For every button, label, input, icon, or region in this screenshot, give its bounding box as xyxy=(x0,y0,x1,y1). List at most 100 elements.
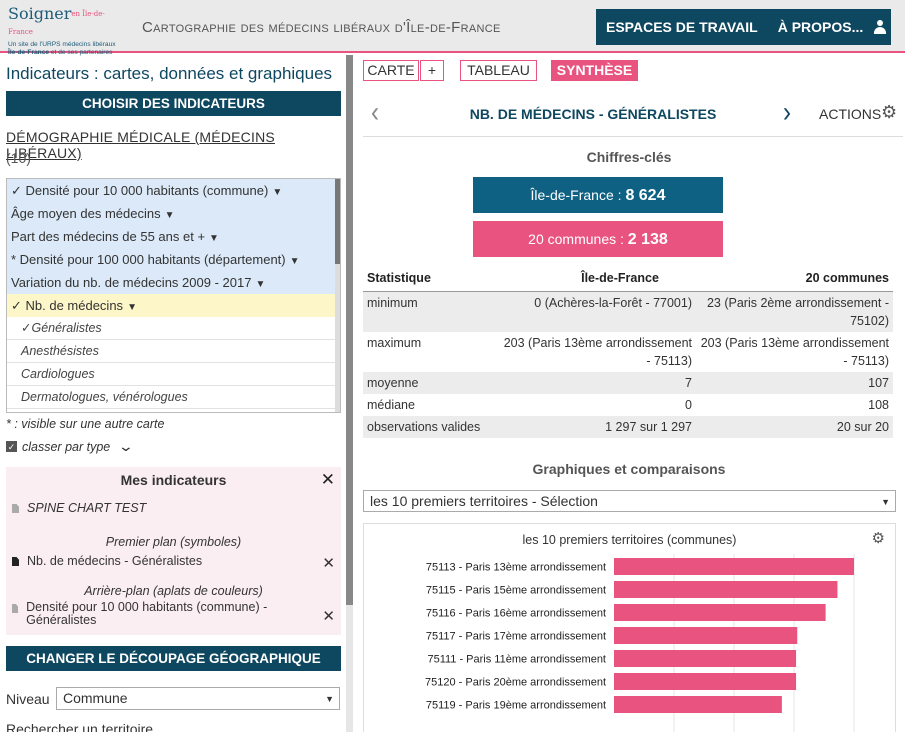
level-label: Niveau xyxy=(6,691,50,707)
add-map-button[interactable]: + xyxy=(420,60,444,81)
chart-container: les 10 premiers territoires (communes) ⚙… xyxy=(363,523,896,732)
indicator-item[interactable]: Part des médecins de 55 ans et + ▼ xyxy=(7,225,340,248)
indicator-item-selected[interactable]: ✓ Nb. de médecins ▼ xyxy=(7,294,340,317)
table-cell: 23 (Paris 2ème arrondissement - 75102) xyxy=(696,291,893,332)
subindicator-item[interactable]: Cardiologues xyxy=(7,363,340,386)
foreground-label: Premier plan (symboles) xyxy=(105,535,242,549)
foreground-item-label: Nb. de médecins - Généralistes xyxy=(27,554,203,568)
bar[interactable] xyxy=(614,696,782,713)
subindicator-item[interactable]: Anesthésistes xyxy=(7,340,340,363)
table-row: observations valides 1 297 sur 1 297 20 … xyxy=(363,415,893,438)
theme-link[interactable]: DÉMOGRAPHIE MÉDICALE (MÉDECINS LIBÉRAUX) xyxy=(6,129,275,161)
right-panel: CARTE + TABLEAU SYNTHÈSE ‹ NB. DE MÉDECI… xyxy=(353,55,905,732)
table-cell: médiane xyxy=(367,397,415,412)
caret-down-icon[interactable]: ▼ xyxy=(289,256,300,267)
user-icon[interactable] xyxy=(873,20,887,34)
theme-count: (10) xyxy=(6,150,31,166)
chevron-left-icon[interactable]: ‹ xyxy=(371,96,379,129)
indicator-label: Âge moyen des médecins xyxy=(11,206,161,221)
remove-icon[interactable]: ✕ xyxy=(322,555,335,572)
tab-carte[interactable]: CARTE xyxy=(363,60,419,81)
indicator-label: Part des médecins de 55 ans et + xyxy=(11,229,206,244)
spine-chart-item[interactable]: SPINE CHART TEST xyxy=(12,501,146,515)
choose-indicators-button[interactable]: CHOISIR DES INDICATEURS xyxy=(6,91,341,116)
indicator-list-scrollbar[interactable] xyxy=(335,179,340,412)
close-icon[interactable]: ✕ xyxy=(320,470,335,489)
logo-sup: en Île-de-France xyxy=(8,10,105,36)
column-header: Île-de-France xyxy=(498,266,696,292)
category-label: 75113 - Paris 13ème arrondissement xyxy=(426,562,606,574)
caret-down-icon[interactable]: ▼ xyxy=(272,187,283,198)
chevron-down-icon[interactable]: ⌄ xyxy=(117,438,135,454)
bar[interactable] xyxy=(614,558,854,575)
caret-down-icon[interactable]: ▼ xyxy=(127,302,137,313)
document-icon xyxy=(12,557,19,566)
table-cell: 0 xyxy=(685,397,692,412)
category-label: 75116 - Paris 16ème arrondissement xyxy=(426,608,606,620)
indicator-label: * Densité pour 100 000 habitants (départ… xyxy=(11,252,286,267)
background-item-label: Densité pour 10 000 habitants (commune) … xyxy=(26,600,268,627)
indicator-item[interactable]: ✓ Densité pour 10 000 habitants (commune… xyxy=(7,179,340,202)
level-value: Commune xyxy=(63,690,128,706)
tab-synthese[interactable]: SYNTHÈSE xyxy=(551,60,638,81)
caret-down-icon: ▼ xyxy=(881,497,890,507)
gear-icon[interactable]: ⚙ xyxy=(881,102,898,122)
indicator-label: ✓ Densité pour 10 000 habitants (commune… xyxy=(11,183,269,198)
chart-select-value: les 10 premiers territoires - Sélection xyxy=(370,493,598,509)
logo-sub2: Île-de-France xyxy=(8,49,50,56)
bar[interactable] xyxy=(614,627,798,644)
table-cell: 1 297 sur 1 297 xyxy=(498,415,696,438)
caret-down-icon[interactable]: ▼ xyxy=(255,279,266,290)
actions-menu[interactable]: ACTIONS xyxy=(819,106,882,122)
tab-tableau[interactable]: TABLEAU xyxy=(460,60,537,81)
statistics-table: Statistique Île-de-France 20 communes mi… xyxy=(363,266,893,438)
table-cell: observations valides xyxy=(363,415,498,438)
table-cell: moyenne xyxy=(363,371,498,394)
subindicator-item[interactable]: ✓Généralistes xyxy=(7,317,340,340)
top-navigation: ESPACES DE TRAVAIL À PROPOS... xyxy=(596,9,891,45)
logo-main: Soigner xyxy=(8,4,72,23)
remove-icon[interactable]: ✕ xyxy=(322,608,335,625)
table-cell: 107 xyxy=(696,371,893,394)
nav-espaces-de-travail[interactable]: ESPACES DE TRAVAIL xyxy=(606,19,758,35)
table-cell: minimum xyxy=(363,291,498,332)
table-header-row: Statistique Île-de-France 20 communes xyxy=(363,266,893,292)
category-label: 75120 - Paris 20ème arrondissement xyxy=(425,677,606,689)
caret-down-icon[interactable]: ▼ xyxy=(209,233,219,244)
bar[interactable] xyxy=(614,604,826,621)
chart-select[interactable]: les 10 premiers territoires - Sélection ▼ xyxy=(363,490,896,512)
foreground-item[interactable]: Nb. de médecins - Généralistes xyxy=(12,554,202,568)
classify-by-type[interactable]: ✓ classer par type ⌄ xyxy=(6,438,135,455)
bar[interactable] xyxy=(614,673,797,690)
left-panel-scrollbar[interactable] xyxy=(346,55,353,732)
my-indicators-panel: Mes indicateurs ✕ SPINE CHART TEST Premi… xyxy=(6,467,341,635)
left-panel: Indicateurs : cartes, données et graphiq… xyxy=(0,55,346,732)
level-select[interactable]: Commune ▼ xyxy=(56,687,340,710)
subindicator-item[interactable]: Dermatologues, vénérologues xyxy=(7,386,340,409)
logo[interactable]: Soigneren Île-de-France Un site de l'URP… xyxy=(8,4,126,57)
gear-icon[interactable]: ⚙ xyxy=(871,530,885,547)
table-row: médiane 0 108 xyxy=(363,394,893,416)
table-cell: 108 xyxy=(868,397,889,412)
background-item[interactable]: Densité pour 10 000 habitants (commune) … xyxy=(12,601,302,627)
indicator-item[interactable]: * Densité pour 100 000 habitants (départ… xyxy=(7,248,340,271)
logo-sub3: et de ses partenaires xyxy=(50,49,113,56)
indicator-list[interactable]: ✓ Densité pour 10 000 habitants (commune… xyxy=(6,178,341,413)
bar[interactable] xyxy=(614,581,838,598)
classify-label: classer par type xyxy=(22,439,111,454)
table-cell: 203 (Paris 13ème arrondissement - 75113) xyxy=(503,335,692,368)
table-cell: 7 xyxy=(498,371,696,394)
indicator-label: ✓ Nb. de médecins xyxy=(11,298,124,313)
category-label: 75115 - Paris 15ème arrondissement xyxy=(426,585,606,597)
indicator-item[interactable]: Variation du nb. de médecins 2009 - 2017… xyxy=(7,271,340,294)
column-header: Statistique xyxy=(363,266,498,292)
checkbox-checked-icon[interactable]: ✓ xyxy=(6,441,17,452)
nav-a-propos[interactable]: À PROPOS... xyxy=(777,19,864,35)
caret-down-icon[interactable]: ▼ xyxy=(164,210,175,221)
document-icon xyxy=(12,504,19,513)
bar[interactable] xyxy=(614,650,797,667)
chevron-right-icon[interactable]: › xyxy=(783,96,791,129)
indicator-item[interactable]: Âge moyen des médecins ▼ xyxy=(7,202,340,225)
change-geography-button[interactable]: CHANGER LE DÉCOUPAGE GÉOGRAPHIQUE xyxy=(6,646,341,671)
